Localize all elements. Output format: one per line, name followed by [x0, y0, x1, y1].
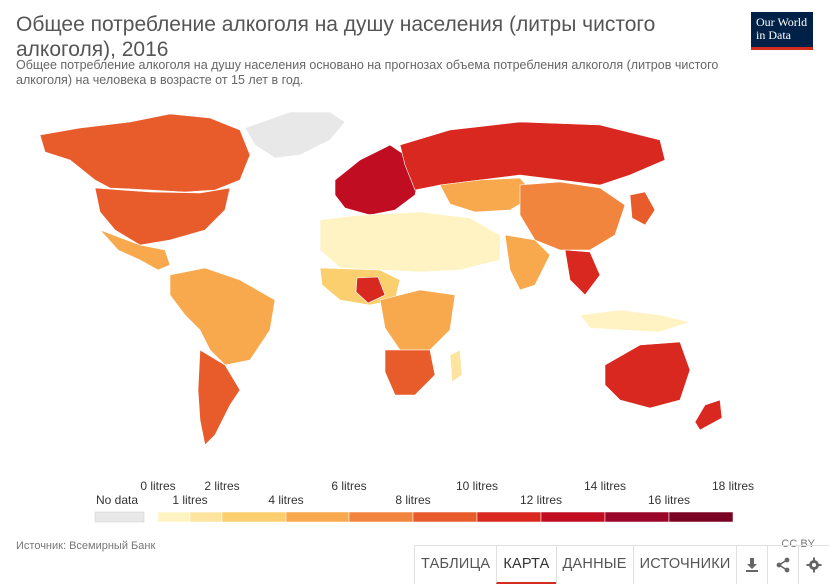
world-map[interactable]	[0, 100, 829, 470]
region-nigeria[interactable]	[355, 276, 386, 304]
license-link[interactable]: CC BY	[781, 538, 815, 550]
legend-bin-label: 10 litres	[456, 479, 498, 493]
legend-bin-swatch	[221, 511, 287, 523]
region-greenland[interactable]	[244, 111, 346, 159]
world-map-svg[interactable]	[0, 100, 829, 470]
region-australia[interactable]	[604, 341, 691, 409]
region-canada[interactable]	[39, 113, 251, 193]
tab-sources[interactable]: ИСТОЧНИКИ	[632, 546, 737, 584]
settings-button[interactable]	[798, 546, 829, 584]
legend-bin-label: 16 litres	[648, 493, 690, 507]
region-southeast-asia[interactable]	[564, 249, 601, 296]
legend-bin-swatch	[476, 511, 542, 523]
legend-bin-label: 2 litres	[204, 479, 239, 493]
region-north-africa[interactable]	[319, 211, 501, 273]
region-southern-africa[interactable]	[384, 349, 436, 396]
legend-bin-label: 8 litres	[395, 493, 430, 507]
legend-bin-swatch	[157, 511, 191, 523]
download-icon	[746, 558, 759, 572]
color-legend: No data 0 litres 1 litres 2 litres 4 litres 6…	[0, 478, 829, 526]
legend-bin-label: 0 litres	[140, 479, 175, 493]
settings-icon	[806, 557, 822, 573]
region-japan[interactable]	[629, 191, 656, 226]
logo-line-1: Our World	[756, 15, 808, 29]
logo-line-2: in Data	[756, 28, 791, 42]
legend-no-data-swatch	[94, 511, 145, 523]
owid-logo[interactable]: Our World in Data	[751, 12, 813, 50]
legend-bin-swatch	[412, 511, 478, 523]
region-indonesia[interactable]	[579, 309, 692, 333]
share-icon	[777, 557, 790, 573]
legend-no-data-label: No data	[96, 493, 138, 507]
region-mexico[interactable]	[99, 229, 171, 271]
legend-bin-label: 6 litres	[331, 479, 366, 493]
source-note: Источник: Всемирный Банк	[16, 540, 156, 552]
legend-bin-label: 4 litres	[268, 493, 303, 507]
region-china[interactable]	[519, 181, 626, 251]
region-russia[interactable]	[399, 121, 666, 191]
region-south-america-north[interactable]	[169, 267, 276, 366]
share-button[interactable]	[767, 546, 798, 584]
region-usa[interactable]	[94, 187, 231, 246]
region-europe[interactable]	[334, 144, 421, 216]
legend-bin-label: 18 litres	[712, 479, 754, 493]
region-madagascar[interactable]	[449, 349, 463, 383]
legend-bin-swatch	[668, 511, 734, 523]
download-button[interactable]	[736, 546, 767, 584]
tab-table[interactable]: ТАБЛИЦА	[414, 546, 496, 584]
region-south-america-south[interactable]	[197, 349, 241, 446]
tab-map[interactable]: КАРТА	[496, 546, 556, 584]
tab-data[interactable]: ДАННЫЕ	[555, 546, 633, 584]
region-central-africa[interactable]	[379, 289, 456, 351]
legend-bin-swatch	[285, 511, 350, 523]
region-new-zealand[interactable]	[694, 399, 723, 431]
chart-subtitle: Общее потребление алкоголя на душу насел…	[16, 58, 719, 87]
legend-bin-swatch	[540, 511, 606, 523]
legend-bin-label: 1 litres	[172, 493, 207, 507]
legend-bin-swatch	[604, 511, 670, 523]
chart-title: Общее потребление алкоголя на душу насел…	[16, 13, 656, 61]
legend-bin-label: 12 litres	[520, 493, 562, 507]
footer-toolbar: ТАБЛИЦА КАРТА ДАННЫЕ ИСТОЧНИКИ	[414, 545, 829, 584]
region-india[interactable]	[504, 234, 551, 291]
legend-bin-label: 14 litres	[584, 479, 626, 493]
legend-bin-swatch	[348, 511, 414, 523]
legend-bin-swatch	[189, 511, 223, 523]
